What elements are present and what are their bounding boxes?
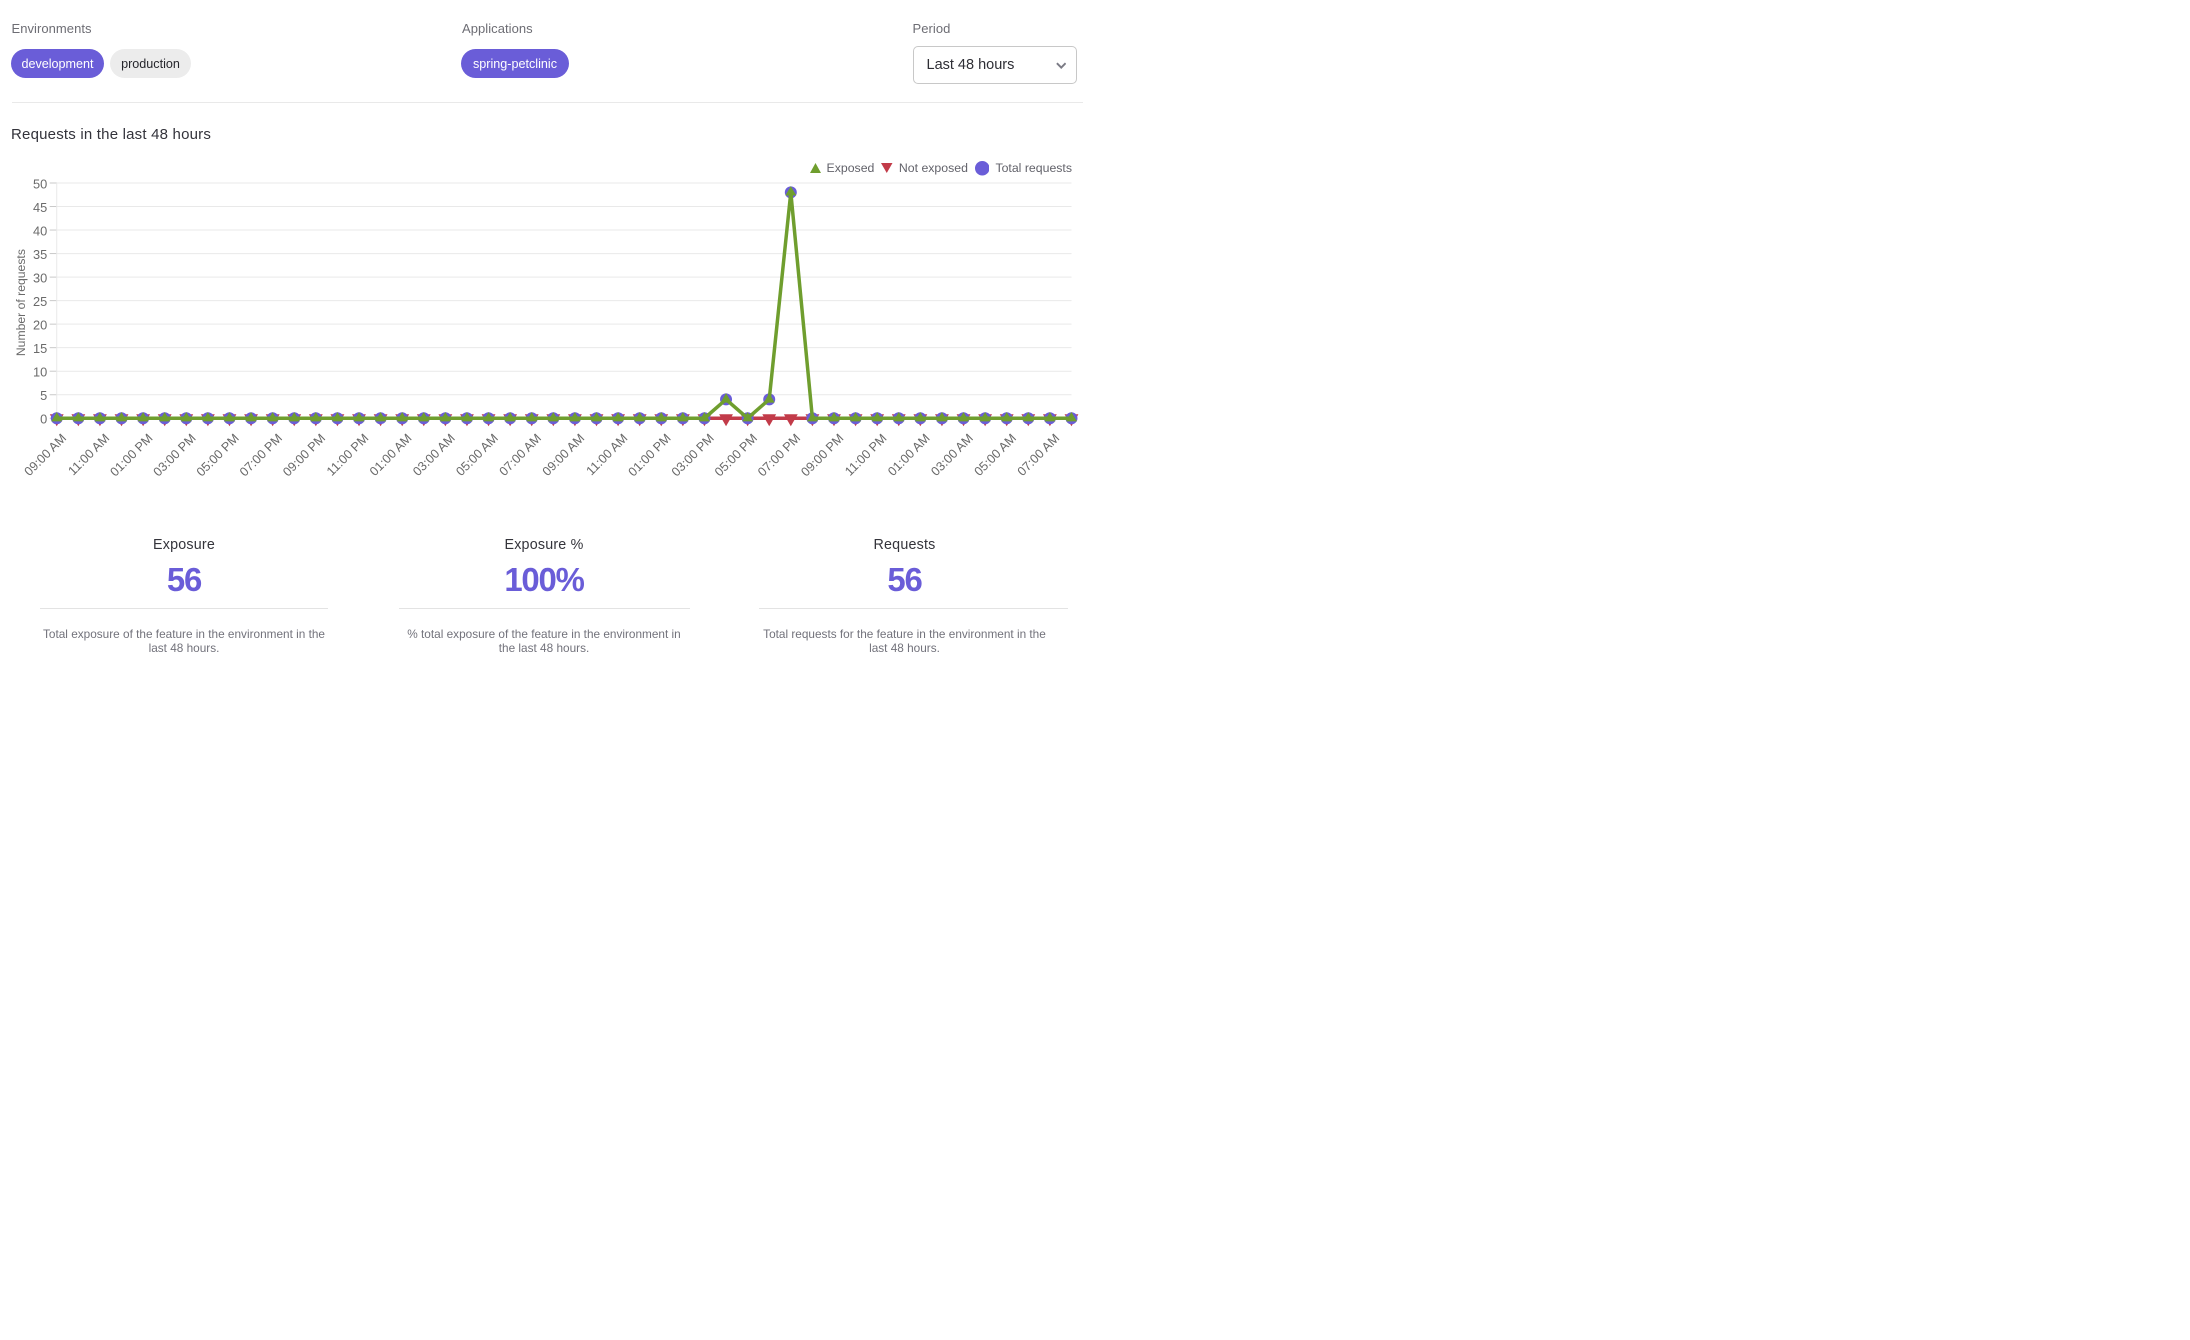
svg-text:03:00 AM: 03:00 AM — [928, 431, 976, 479]
svg-text:10: 10 — [33, 365, 47, 380]
svg-text:03:00 PM: 03:00 PM — [151, 431, 199, 479]
svg-text:20: 20 — [33, 317, 47, 332]
svg-text:05:00 PM: 05:00 PM — [712, 431, 760, 479]
svg-text:07:00 PM: 07:00 PM — [755, 431, 803, 479]
svg-text:07:00 PM: 07:00 PM — [237, 431, 285, 479]
svg-text:40: 40 — [33, 223, 47, 238]
svg-text:09:00 AM: 09:00 AM — [22, 431, 70, 479]
svg-text:01:00 AM: 01:00 AM — [885, 431, 933, 479]
svg-text:09:00 AM: 09:00 AM — [540, 431, 588, 479]
svg-text:01:00 PM: 01:00 PM — [626, 431, 674, 479]
svg-text:03:00 AM: 03:00 AM — [410, 431, 458, 479]
svg-text:07:00 AM: 07:00 AM — [497, 431, 545, 479]
svg-text:05:00 AM: 05:00 AM — [453, 431, 501, 479]
svg-text:01:00 PM: 01:00 PM — [107, 431, 155, 479]
svg-text:50: 50 — [33, 176, 47, 191]
svg-text:0: 0 — [40, 412, 47, 427]
svg-text:30: 30 — [33, 270, 47, 285]
svg-text:45: 45 — [33, 200, 47, 215]
svg-text:Number of requests: Number of requests — [14, 249, 28, 356]
svg-text:11:00 PM: 11:00 PM — [324, 431, 371, 478]
svg-text:05:00 PM: 05:00 PM — [194, 431, 242, 479]
svg-text:5: 5 — [40, 388, 47, 403]
svg-text:07:00 AM: 07:00 AM — [1015, 431, 1063, 479]
svg-text:11:00 AM: 11:00 AM — [65, 431, 112, 478]
svg-text:35: 35 — [33, 247, 47, 262]
svg-text:11:00 AM: 11:00 AM — [584, 431, 631, 478]
svg-text:09:00 PM: 09:00 PM — [798, 431, 846, 479]
svg-text:09:00 PM: 09:00 PM — [280, 431, 328, 479]
svg-text:01:00 AM: 01:00 AM — [367, 431, 415, 479]
svg-text:25: 25 — [33, 294, 47, 309]
svg-text:11:00 PM: 11:00 PM — [842, 431, 889, 478]
svg-text:05:00 AM: 05:00 AM — [972, 431, 1020, 479]
svg-text:15: 15 — [33, 341, 47, 356]
svg-text:03:00 PM: 03:00 PM — [669, 431, 717, 479]
